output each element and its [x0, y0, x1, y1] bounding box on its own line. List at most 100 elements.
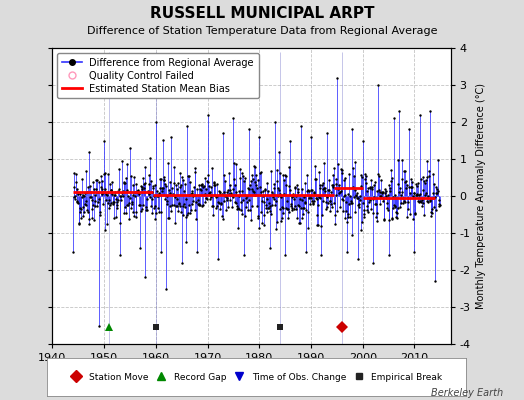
Point: [422, 177, 430, 184]
Point: [334, 160, 342, 167]
Point: [193, 201, 202, 207]
Point: [154, 204, 162, 211]
Point: [337, 170, 346, 176]
Point: [203, 112, 212, 118]
Point: [105, 202, 114, 208]
Point: [379, 189, 388, 195]
Point: [336, 203, 344, 210]
Point: [385, 252, 393, 258]
Point: [324, 200, 332, 206]
Point: [383, 200, 391, 206]
Point: [225, 187, 234, 193]
Point: [409, 190, 418, 197]
Point: [133, 188, 141, 195]
Point: [361, 171, 369, 177]
Point: [350, 194, 358, 200]
Point: [232, 161, 240, 168]
Point: [282, 182, 291, 188]
Point: [178, 174, 187, 180]
Point: [334, 190, 343, 197]
Point: [343, 218, 351, 225]
Point: [219, 216, 227, 222]
Point: [388, 216, 396, 222]
Point: [147, 178, 155, 184]
Point: [243, 192, 251, 199]
Point: [144, 180, 152, 187]
Point: [168, 202, 177, 208]
Point: [259, 222, 268, 228]
Point: [171, 220, 179, 226]
Point: [318, 182, 326, 188]
Point: [299, 205, 308, 211]
Point: [211, 191, 220, 198]
Point: [164, 214, 172, 221]
Point: [206, 194, 215, 200]
Point: [411, 210, 419, 217]
Point: [413, 192, 422, 198]
Point: [303, 224, 312, 231]
Point: [210, 180, 218, 186]
Point: [293, 215, 301, 221]
Point: [399, 200, 407, 207]
Point: [294, 202, 302, 208]
Point: [302, 188, 311, 194]
Point: [124, 202, 132, 209]
Point: [433, 186, 442, 192]
Point: [198, 203, 206, 209]
Point: [328, 204, 336, 210]
Point: [134, 187, 143, 194]
Point: [378, 198, 387, 204]
Point: [273, 178, 281, 184]
Point: [266, 203, 275, 209]
Point: [122, 174, 130, 181]
Point: [353, 256, 362, 262]
Point: [207, 192, 215, 198]
Point: [430, 180, 439, 187]
Point: [280, 177, 288, 184]
Point: [368, 183, 376, 190]
Point: [281, 252, 289, 258]
Point: [185, 172, 194, 179]
Point: [370, 194, 378, 200]
Point: [208, 203, 216, 210]
Point: [196, 202, 204, 208]
Point: [143, 196, 151, 202]
Point: [382, 193, 390, 199]
Point: [138, 184, 147, 190]
Point: [344, 214, 353, 220]
Point: [149, 185, 157, 191]
Point: [357, 182, 366, 189]
Point: [354, 202, 362, 208]
Point: [375, 193, 384, 200]
Point: [311, 176, 320, 182]
Point: [347, 198, 355, 204]
Point: [219, 130, 227, 136]
Point: [359, 214, 368, 220]
Point: [324, 187, 332, 194]
Point: [195, 182, 203, 188]
Point: [175, 200, 183, 207]
Point: [339, 197, 347, 203]
Point: [288, 194, 296, 200]
Point: [294, 202, 303, 209]
Point: [154, 192, 162, 198]
Point: [320, 184, 328, 191]
Point: [210, 182, 219, 188]
Point: [418, 197, 427, 203]
Point: [232, 200, 241, 206]
Point: [401, 199, 410, 205]
Point: [169, 202, 178, 208]
Point: [161, 196, 169, 202]
Point: [105, 197, 113, 203]
Point: [190, 169, 199, 175]
Point: [161, 181, 169, 188]
Point: [249, 189, 258, 196]
Point: [160, 176, 169, 183]
Point: [223, 197, 231, 204]
Point: [417, 199, 425, 206]
Point: [384, 206, 392, 213]
Point: [265, 200, 273, 206]
Point: [94, 178, 103, 185]
Point: [154, 192, 162, 199]
Point: [139, 175, 147, 182]
